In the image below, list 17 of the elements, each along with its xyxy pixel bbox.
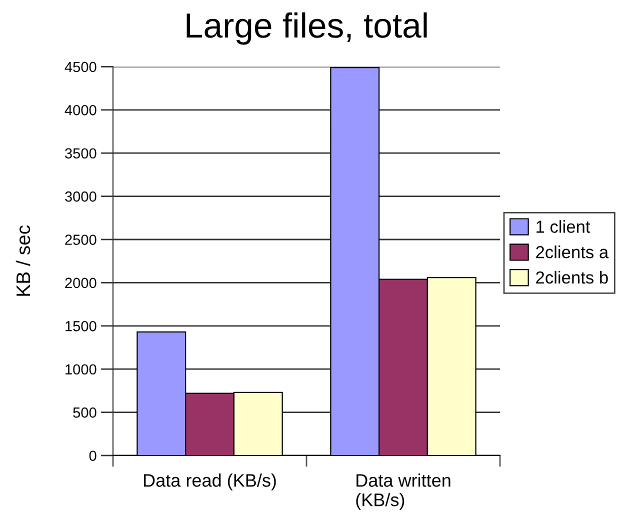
y-tick-label: 0	[89, 450, 96, 461]
y-tick-label: 3000	[65, 191, 96, 202]
y-tick-label: 1000	[66, 364, 96, 375]
y-tick-label: 2500	[65, 234, 96, 245]
y-tick-label: 4000	[64, 105, 96, 116]
y-tick-label: 4500	[64, 62, 96, 72]
y-tick-label: 3500	[65, 148, 96, 159]
legend-label: 2clients b	[536, 270, 608, 284]
y-tick-label: 500	[73, 407, 96, 418]
x-tick-label: Data written (KB/s)	[356, 474, 450, 510]
legend-label: 1 client	[536, 220, 590, 233]
y-tick-label: 1500	[66, 321, 96, 332]
chart-title: Large files, total	[186, 12, 427, 45]
legend-label: 2clients a	[536, 246, 609, 258]
y-axis-title: KB / sec	[16, 225, 30, 296]
y-tick-label: 2000	[65, 278, 96, 288]
x-tick-label: Data read (KB/s)	[144, 474, 276, 490]
